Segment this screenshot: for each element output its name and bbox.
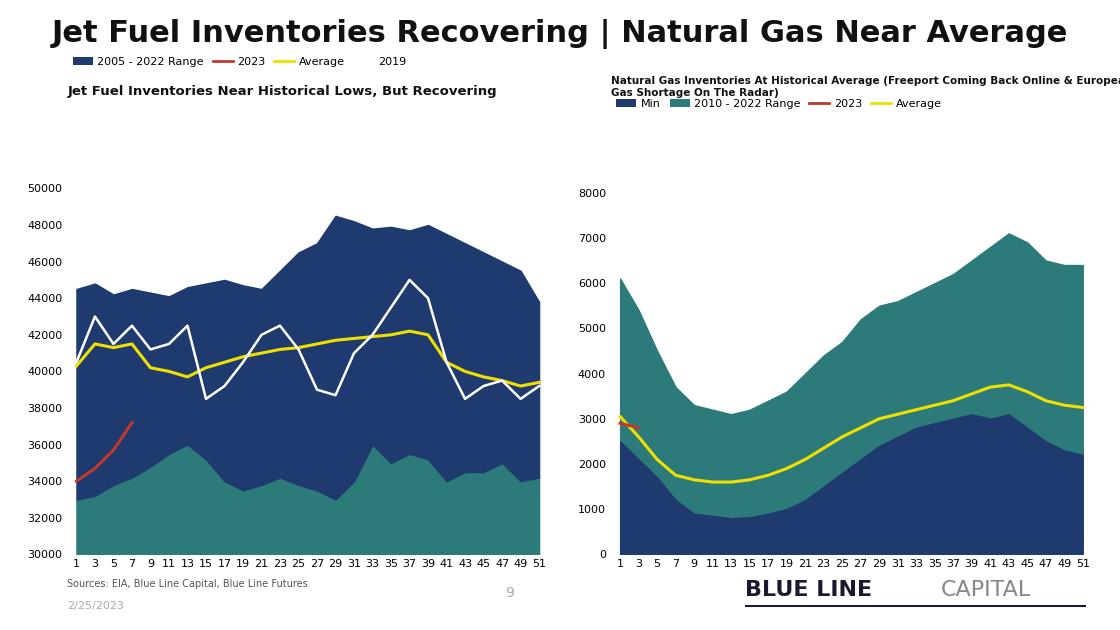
Text: Jet Fuel Inventories Recovering | Natural Gas Near Average: Jet Fuel Inventories Recovering | Natura…	[52, 19, 1068, 49]
Text: CAPITAL: CAPITAL	[941, 580, 1032, 600]
Legend: 2005 - 2022 Range, 2023, Average, 2019: 2005 - 2022 Range, 2023, Average, 2019	[73, 57, 407, 67]
Text: BLUE LINE: BLUE LINE	[745, 580, 879, 600]
Legend: Min, 2010 - 2022 Range, 2023, Average: Min, 2010 - 2022 Range, 2023, Average	[616, 99, 942, 109]
Text: 9: 9	[505, 586, 514, 600]
Text: 2/25/2023: 2/25/2023	[67, 601, 124, 611]
Text: Natural Gas Inventories At Historical Average (Freeport Coming Back Online & Eur: Natural Gas Inventories At Historical Av…	[610, 76, 1120, 98]
Text: Jet Fuel Inventories Near Historical Lows, But Recovering: Jet Fuel Inventories Near Historical Low…	[67, 84, 497, 98]
Text: Sources: EIA, Blue Line Capital, Blue Line Futures: Sources: EIA, Blue Line Capital, Blue Li…	[67, 579, 308, 589]
